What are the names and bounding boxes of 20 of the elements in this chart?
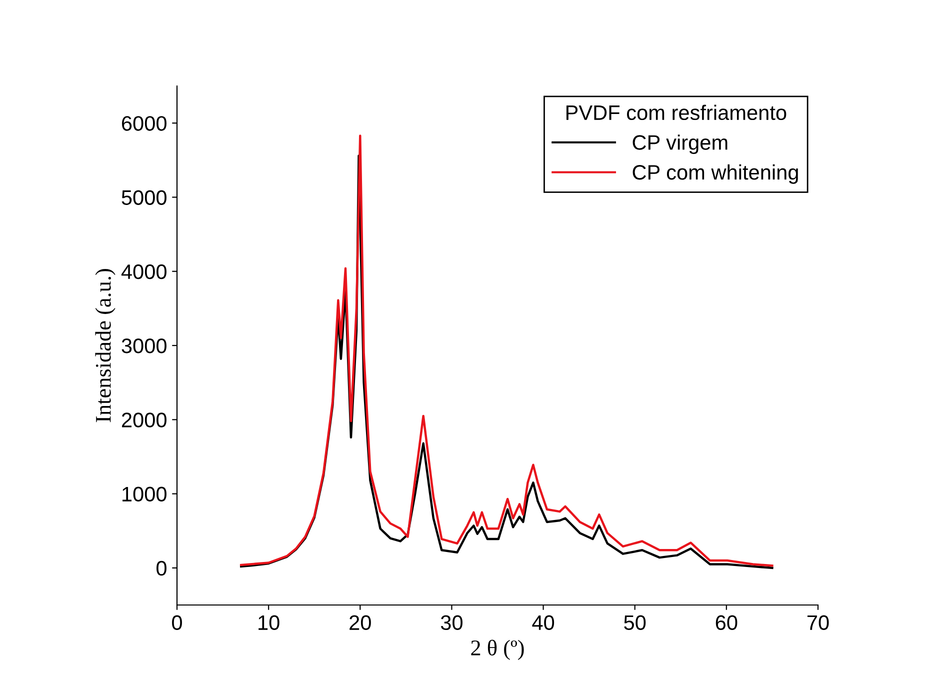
x-axis-title: 2 θ (º)	[471, 640, 524, 660]
legend-label: CP com whitening	[632, 164, 798, 184]
legend-title: PVDF com resfriamento	[566, 104, 786, 120]
x-tick-label: 20	[350, 615, 371, 630]
x-tick-label: 0	[172, 615, 182, 630]
x-tick-label: 50	[624, 615, 646, 630]
legend-label: CP virgem	[632, 134, 728, 154]
y-tick-label: 3000	[122, 338, 166, 354]
y-axis-title: Intensidade (a.u.)	[95, 269, 116, 422]
y-tick-label: 5000	[122, 190, 166, 205]
y-tick-label: 1000	[122, 486, 166, 502]
y-tick-label: 0	[156, 560, 166, 576]
x-tick-label: 30	[440, 615, 462, 630]
x-tick-label: 70	[807, 615, 829, 630]
y-tick-label: 4000	[121, 264, 166, 280]
y-tick-label: 6000	[122, 116, 166, 131]
x-tick-label: 60	[716, 615, 738, 630]
x-tick-label: 10	[258, 615, 280, 630]
x-tick-label: 40	[532, 615, 554, 630]
y-tick-label: 2000	[122, 412, 166, 428]
